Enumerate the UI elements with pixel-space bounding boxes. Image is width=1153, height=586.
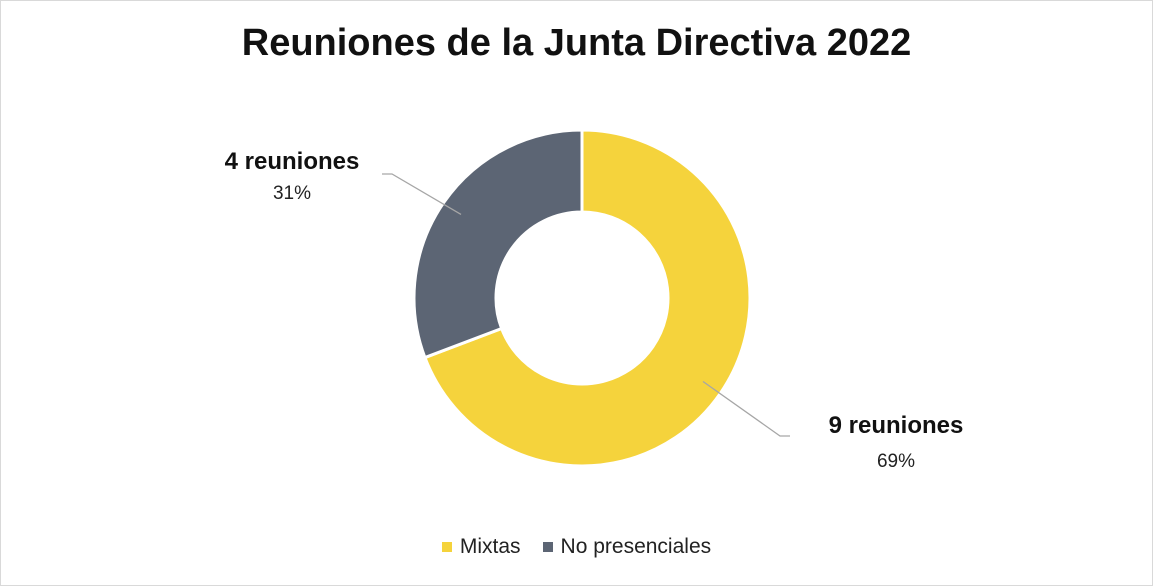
percent-label-mixtas: 69% — [877, 451, 915, 472]
legend-label-no-presenciales: No presenciales — [560, 535, 712, 558]
legend-swatch-no-presenciales — [542, 542, 553, 552]
data-label-no-presenciales: 4 reuniones — [225, 148, 360, 175]
chart-title: Reuniones de la Junta Directiva 2022 — [241, 22, 912, 64]
data-label-mixtas: 9 reuniones — [829, 412, 964, 439]
legend: Mixtas No presenciales — [0, 535, 1153, 559]
legend-swatch-mixtas — [441, 542, 452, 552]
legend-item-no-presenciales: No presenciales — [542, 535, 712, 559]
legend-label-mixtas: Mixtas — [459, 535, 521, 558]
leader-line-mixtas — [702, 380, 790, 437]
slice-no-presenciales — [412, 128, 584, 360]
percent-label-no-presenciales: 31% — [273, 183, 311, 204]
legend-item-mixtas: Mixtas — [441, 535, 521, 559]
slice-mixtas — [422, 128, 752, 468]
leader-line-no-presenciales — [382, 173, 462, 216]
